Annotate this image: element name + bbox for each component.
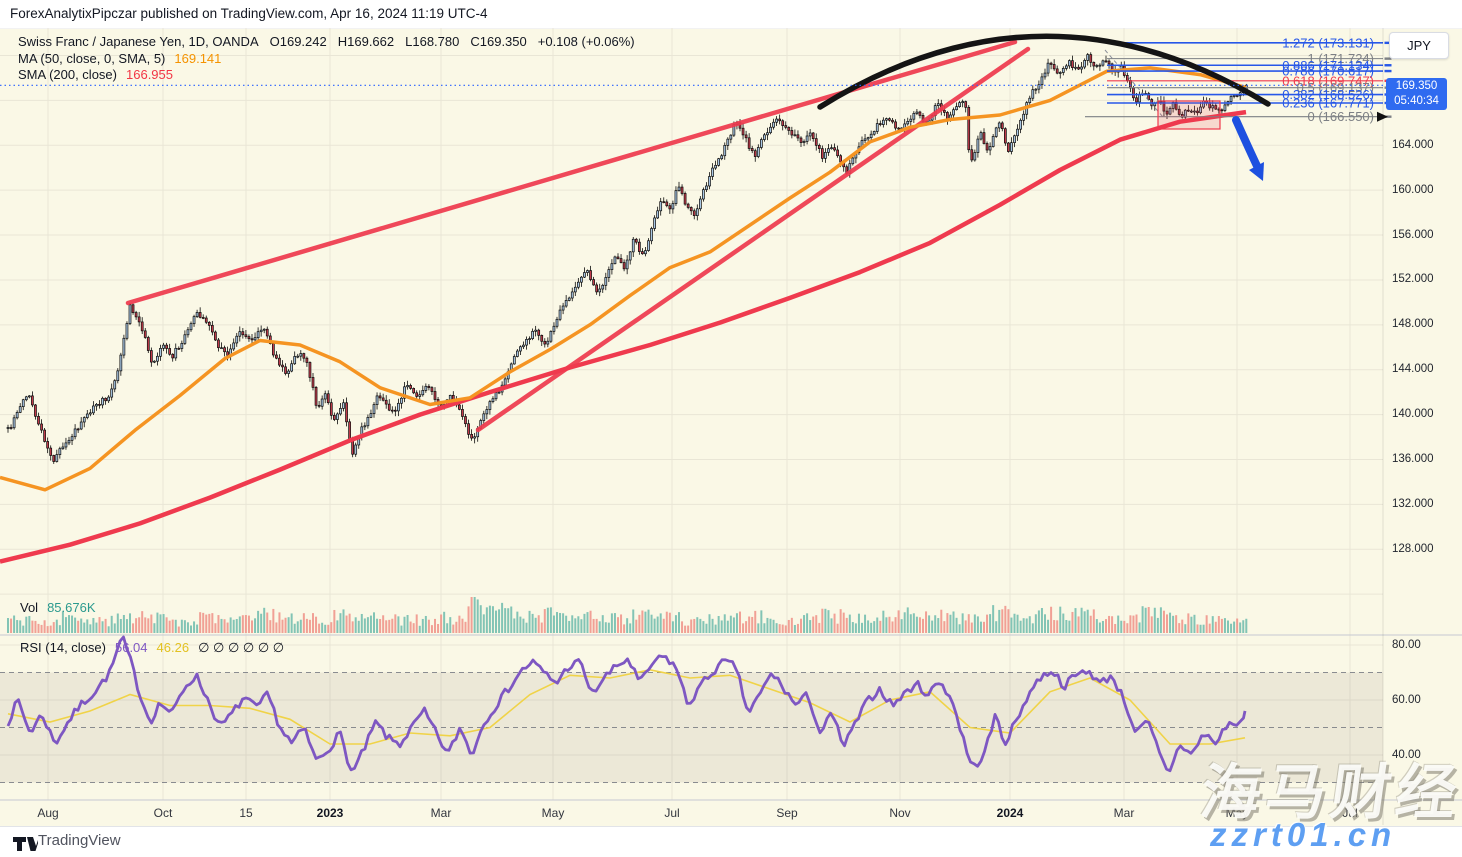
rsi-line xyxy=(6,635,1247,773)
volume-legend-row[interactable]: Vol 85.676K xyxy=(20,600,96,615)
bar-countdown: 05:40:34 xyxy=(1394,95,1439,107)
fib-level-label: 1.272 (173.131) xyxy=(1282,35,1374,50)
last-price-badge: 169.350 05:40:34 xyxy=(1386,78,1447,110)
currency-button[interactable]: JPY xyxy=(1389,32,1449,59)
time-tick-label: 2024 xyxy=(996,806,1024,820)
tradingview-brand-text[interactable]: TradingView xyxy=(38,832,121,849)
time-tick-label: Oct xyxy=(153,806,173,820)
price-tick-label: 164.000 xyxy=(1392,138,1434,151)
highlight-rectangle xyxy=(1157,100,1221,130)
ohlc-change: +0.108 (+0.06%) xyxy=(537,34,635,49)
volume-bars xyxy=(7,597,1248,633)
ohlc-high: H169.662 xyxy=(337,34,395,49)
blue-arrow xyxy=(1232,116,1264,181)
time-tick-label: Jul xyxy=(1342,806,1358,820)
attribution-text: ForexAnalytixPipczar published on Tradin… xyxy=(10,6,488,21)
sma-value: 166.955 xyxy=(126,67,173,82)
time-tick-label: Sep xyxy=(776,806,798,820)
last-price-value: 169.350 xyxy=(1395,80,1438,92)
fib-level-label: 0.786 (170.617) xyxy=(1282,64,1374,79)
rsi-value: 56.04 xyxy=(114,640,148,655)
time-tick-label: 2023 xyxy=(316,806,344,820)
price-tick-label: 132.000 xyxy=(1392,497,1434,510)
fib-level-label: 0 (166.550) xyxy=(1308,109,1375,124)
rsi-tick-label: 80.00 xyxy=(1392,638,1421,651)
fib-level-label: 0.618 (169.747) xyxy=(1282,73,1374,88)
time-tick-label: Mar xyxy=(1113,806,1135,820)
price-tick-label: 148.000 xyxy=(1392,318,1434,331)
rsi-label[interactable]: RSI (14, close) xyxy=(20,640,106,655)
sma200-line xyxy=(0,109,1247,564)
fib-level-label: 0.382 (168.526) xyxy=(1282,87,1374,102)
sma-legend-row[interactable]: SMA (200, close) 166.955 xyxy=(18,67,173,82)
header-strip xyxy=(0,0,1462,29)
ohlc-close: C169.350 xyxy=(470,34,527,49)
rsi-tick-label: 40.00 xyxy=(1392,748,1421,761)
rsi-empty-values: ∅ ∅ ∅ ∅ ∅ ∅ xyxy=(198,640,285,655)
price-tick-label: 160.000 xyxy=(1392,183,1434,196)
time-tick-label: Nov xyxy=(889,806,911,820)
time-tick-label: Jul xyxy=(664,806,680,820)
fib-level-label: 0.5 (169.137) xyxy=(1297,80,1374,95)
symbol-legend-row[interactable]: Swiss Franc / Japanese Yen, 1D, OANDA O1… xyxy=(18,34,637,49)
sma-label[interactable]: SMA (200, close) xyxy=(18,67,117,82)
price-tick-label: 128.000 xyxy=(1392,542,1434,555)
rsi-band xyxy=(0,672,1383,783)
footer-strip xyxy=(0,826,1462,857)
pane-separators xyxy=(0,28,1462,825)
time-tick-label: Mar xyxy=(430,806,452,820)
volume-value: 85.676K xyxy=(47,600,96,615)
ma-value: 169.141 xyxy=(174,51,222,66)
rsi-tick-label: 60.00 xyxy=(1392,693,1421,706)
ohlc-open: O169.242 xyxy=(269,34,327,49)
price-tick-label: 152.000 xyxy=(1392,273,1434,286)
fib-level-label: 1 (171.724) xyxy=(1308,51,1375,66)
rsi-ma-value: 46.26 xyxy=(156,640,190,655)
fib-level-label: 0.886 (171.134) xyxy=(1282,58,1374,73)
rsi-plot xyxy=(6,635,1247,773)
grid-lines xyxy=(0,28,1383,800)
rsi-legend-row[interactable]: RSI (14, close) 56.04 46.26 ∅ ∅ ∅ ∅ ∅ ∅ xyxy=(20,640,284,656)
tradingview-logo-icon[interactable] xyxy=(12,833,38,855)
time-tick-label: May xyxy=(1225,806,1249,820)
ma50-line xyxy=(0,66,1247,492)
price-tick-label: 144.000 xyxy=(1392,363,1434,376)
fib-level-label: 0.236 (167.771) xyxy=(1282,95,1374,110)
price-tick-label: 140.000 xyxy=(1392,408,1434,421)
price-tick-label: 156.000 xyxy=(1392,228,1434,241)
drawn-arc xyxy=(817,33,1271,110)
candlesticks xyxy=(6,52,1248,464)
price-tick-label: 136.000 xyxy=(1392,452,1434,465)
rsi-ma-line xyxy=(7,668,1246,745)
time-tick-label: May xyxy=(541,806,565,820)
volume-label[interactable]: Vol xyxy=(20,600,39,615)
time-tick-label: 15 xyxy=(239,806,253,820)
ma-legend-row[interactable]: MA (50, close, 0, SMA, 5) 169.141 xyxy=(18,51,221,66)
time-tick-label: Aug xyxy=(37,806,59,820)
ohlc-low: L168.780 xyxy=(405,34,460,49)
fib-retracement: 1.272 (173.131)1 (171.724)0.886 (171.134… xyxy=(1085,35,1392,124)
ma-label[interactable]: MA (50, close, 0, SMA, 5) xyxy=(18,51,166,66)
watermark-url: zzrt01.cn xyxy=(1210,816,1397,853)
symbol-title[interactable]: Swiss Franc / Japanese Yen, 1D, OANDA xyxy=(18,34,259,49)
